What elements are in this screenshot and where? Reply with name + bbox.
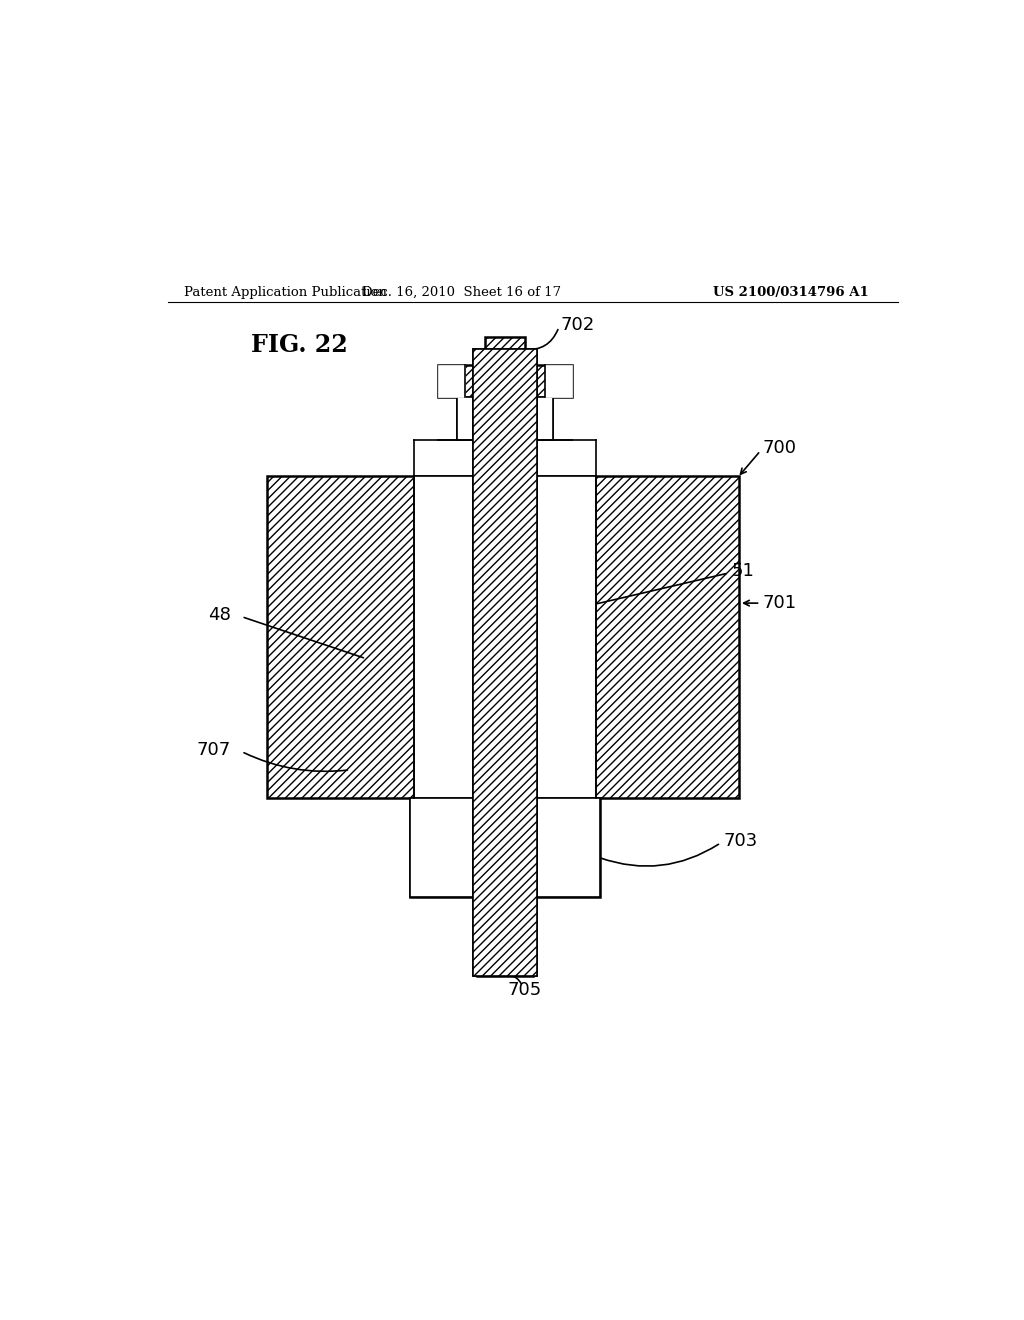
Bar bbox=[458, 397, 553, 441]
Bar bbox=[485, 337, 524, 366]
Text: 705: 705 bbox=[508, 981, 542, 999]
Bar bbox=[414, 477, 473, 797]
Text: 703: 703 bbox=[723, 832, 758, 850]
Bar bbox=[458, 397, 473, 441]
Text: FIG. 22: FIG. 22 bbox=[251, 333, 348, 358]
Bar bbox=[537, 477, 596, 797]
Text: 707: 707 bbox=[197, 741, 231, 759]
Text: 51: 51 bbox=[731, 562, 754, 581]
Bar bbox=[537, 797, 600, 896]
Bar bbox=[267, 477, 739, 797]
Text: Patent Application Publication: Patent Application Publication bbox=[183, 285, 386, 298]
Text: 700: 700 bbox=[763, 440, 797, 457]
Bar bbox=[473, 350, 537, 975]
Text: 701: 701 bbox=[763, 594, 797, 612]
Text: 48: 48 bbox=[208, 606, 231, 624]
Text: US 2100/0314796 A1: US 2100/0314796 A1 bbox=[713, 285, 868, 298]
Bar bbox=[477, 896, 532, 975]
Bar bbox=[437, 366, 465, 397]
Bar bbox=[537, 397, 553, 441]
Bar bbox=[545, 366, 572, 397]
Bar bbox=[473, 350, 537, 975]
Bar bbox=[410, 797, 600, 896]
Bar bbox=[437, 366, 572, 397]
Text: Dec. 16, 2010  Sheet 16 of 17: Dec. 16, 2010 Sheet 16 of 17 bbox=[361, 285, 561, 298]
Text: 702: 702 bbox=[560, 317, 595, 334]
Bar bbox=[410, 797, 473, 896]
